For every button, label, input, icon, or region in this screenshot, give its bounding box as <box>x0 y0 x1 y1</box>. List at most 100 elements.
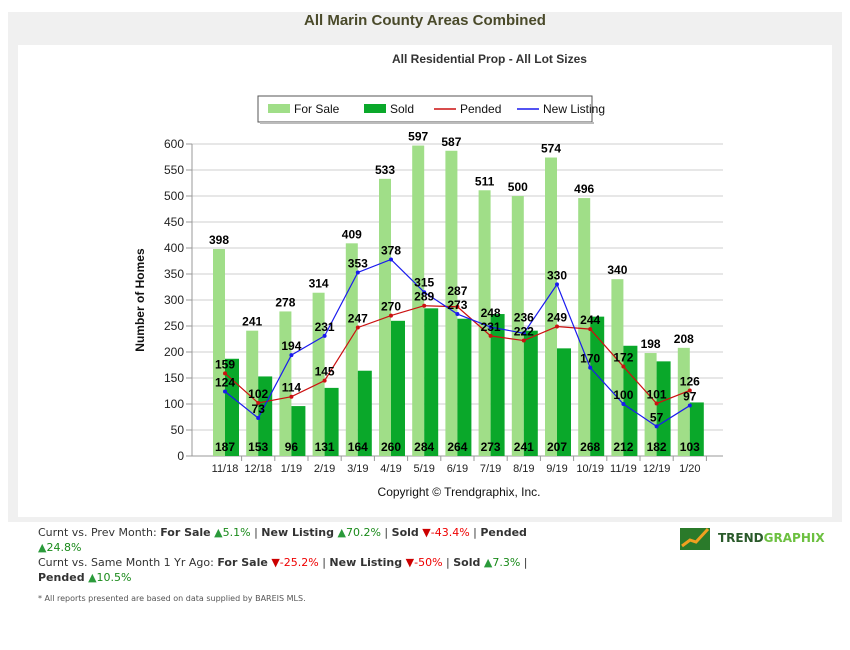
up-arrow-icon: ▲ <box>483 556 493 569</box>
point-new-listing <box>621 402 626 406</box>
x-tick-label: 12/19 <box>643 463 671 475</box>
point-pended <box>322 378 327 383</box>
label-new-listing: 170 <box>580 352 600 366</box>
metric-name: New Listing <box>261 526 335 539</box>
label-sold: 212 <box>613 440 633 454</box>
point-pended <box>521 338 526 343</box>
label-pended: 287 <box>447 284 467 298</box>
bar-for-sale <box>478 190 491 456</box>
point-pended <box>455 304 460 309</box>
label-new-listing: 330 <box>547 268 567 282</box>
y-tick-label: 500 <box>164 189 184 203</box>
label-sold: 241 <box>514 440 534 454</box>
metric-change: 5.1% <box>222 526 251 539</box>
comparison-summary: Curnt vs. Prev Month: For Sale ▲5.1% | N… <box>38 525 558 585</box>
point-pended <box>389 313 393 318</box>
bar-for-sale <box>213 249 225 456</box>
x-tick-label: 9/19 <box>546 463 567 475</box>
point-pended <box>488 333 493 338</box>
label-pended: 231 <box>481 320 501 334</box>
bar-sold <box>391 320 405 456</box>
metric-change: -25.2% <box>279 556 319 569</box>
label-pended: 145 <box>315 365 335 379</box>
label-for-sale: 314 <box>309 277 329 291</box>
label-sold: 131 <box>315 440 335 454</box>
label-pended: 126 <box>680 374 700 388</box>
y-tick-label: 0 <box>177 449 184 463</box>
point-pended <box>555 324 559 329</box>
label-for-sale: 500 <box>508 180 528 194</box>
metric-name: For Sale <box>217 556 268 569</box>
point-new-listing <box>521 331 526 336</box>
point-pended <box>422 303 427 308</box>
legend-label-pended: Pended <box>460 102 501 116</box>
label-new-listing: 73 <box>252 402 266 416</box>
bar-sold <box>324 387 339 456</box>
y-axis-label: Number of Homes <box>133 248 147 352</box>
label-new-listing: 194 <box>281 339 301 353</box>
bar-for-sale <box>312 292 325 456</box>
up-arrow-icon: ▲ <box>337 526 346 539</box>
label-sold: 268 <box>580 440 600 454</box>
legend-label-sold: Sold <box>390 102 414 116</box>
metric-name: Sold <box>391 526 419 539</box>
point-pended <box>621 364 626 369</box>
x-tick-label: 10/19 <box>576 463 604 475</box>
label-for-sale: 278 <box>275 295 295 309</box>
point-new-listing <box>223 389 227 394</box>
bar-sold <box>523 330 538 456</box>
metric-name: Sold <box>453 556 481 569</box>
bar-for-sale <box>611 279 624 456</box>
bar-for-sale <box>246 330 259 456</box>
year-ago-line: Curnt vs. Same Month 1 Yr Ago: For Sale … <box>38 556 528 584</box>
point-new-listing <box>389 257 393 262</box>
point-pended <box>355 325 360 330</box>
down-arrow-icon: ▼ <box>422 526 431 539</box>
logo-chart-icon <box>680 527 710 550</box>
label-pended: 102 <box>248 387 268 401</box>
copyright: Copyright © Trendgraphix, Inc. <box>378 485 541 499</box>
up-arrow-icon: ▲ <box>214 526 223 539</box>
label-sold: 96 <box>285 440 299 454</box>
y-tick-label: 400 <box>164 241 184 255</box>
bar-sold <box>424 308 439 456</box>
x-tick-label: 3/19 <box>347 463 368 475</box>
metric-name: For Sale <box>160 526 211 539</box>
point-pended <box>687 388 692 393</box>
label-sold: 207 <box>547 440 567 454</box>
label-pended: 114 <box>282 381 302 395</box>
metric-change: 10.5% <box>96 571 132 584</box>
bar-for-sale <box>511 196 524 456</box>
down-arrow-icon: ▼ <box>405 556 415 569</box>
bar-for-sale <box>644 353 657 456</box>
bar-sold <box>457 318 472 456</box>
label-for-sale: 241 <box>242 315 262 329</box>
label-sold: 103 <box>680 440 700 454</box>
legend: For Sale Sold Pended New Listing <box>257 95 605 124</box>
bar-sold <box>689 402 704 456</box>
label-pended: 270 <box>381 300 401 314</box>
x-tick-label: 6/19 <box>447 463 468 475</box>
x-tick-label: 11/19 <box>610 463 637 475</box>
x-tick-label: 11/18 <box>212 463 239 475</box>
label-pended: 222 <box>514 325 534 339</box>
point-new-listing <box>588 365 593 370</box>
label-sold: 164 <box>348 440 368 454</box>
point-pended <box>654 401 659 406</box>
legend-swatch-sold <box>364 104 386 113</box>
metric-change: 7.3% <box>492 556 521 569</box>
label-pended: 249 <box>547 311 567 325</box>
point-pended <box>256 400 261 405</box>
bar-sold <box>623 345 638 456</box>
label-for-sale: 496 <box>574 182 594 196</box>
point-new-listing <box>322 333 327 338</box>
chart: 0 50 100 150 200 250 300 350 400 450 500 550 600 Numb… <box>133 95 723 499</box>
label-for-sale: 340 <box>607 263 627 277</box>
point-new-listing <box>555 282 559 287</box>
metric-name: New Listing <box>329 556 403 569</box>
y-tick-label: 350 <box>164 267 184 281</box>
bar-sold <box>590 316 605 456</box>
prev-month-line: Curnt vs. Prev Month: For Sale ▲5.1% | N… <box>38 526 527 554</box>
label-new-listing: 248 <box>481 306 501 320</box>
metric-change: -43.4% <box>430 526 470 539</box>
